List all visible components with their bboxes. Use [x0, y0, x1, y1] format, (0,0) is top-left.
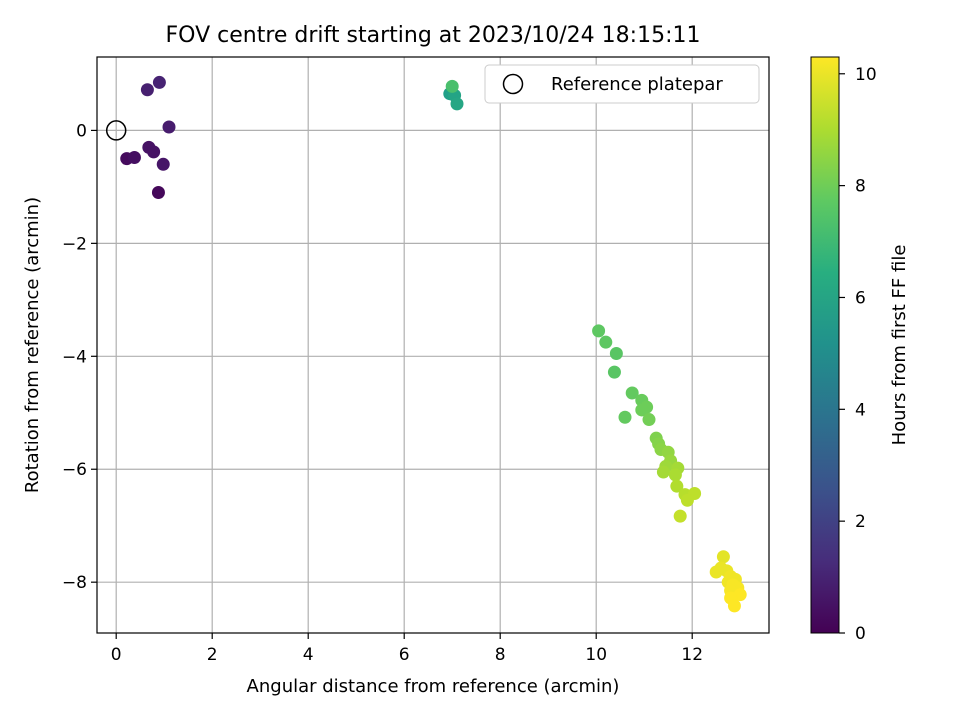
scatter-point [607, 365, 621, 379]
legend-marker-reference [502, 73, 524, 95]
grid-lines [97, 57, 769, 633]
y-axis-ticks: 0 −2 −4 −6 −8 [62, 121, 97, 593]
scatter-point [673, 509, 687, 523]
reference-platepar-marker [105, 120, 127, 141]
colorbar-gradient [810, 56, 840, 634]
scatter-points [120, 75, 747, 613]
scatter-point [625, 386, 639, 400]
scatter-point [609, 346, 623, 360]
x-tick-label: 6 [399, 645, 410, 665]
plot-area: 0 2 4 6 8 10 12 0 −2 −4 −6 −8 [62, 56, 770, 665]
colorbar-ticks: 0 2 4 6 8 10 [839, 65, 877, 644]
y-tick-label: −6 [62, 460, 87, 480]
scatter-point [152, 75, 166, 89]
colorbar-tick-label: 8 [855, 177, 866, 197]
scatter-point [151, 186, 165, 200]
scatter-point [599, 335, 613, 349]
colorbar-tick-label: 0 [855, 624, 866, 644]
scatter-point [727, 599, 741, 613]
x-tick-label: 8 [495, 645, 506, 665]
scatter-point [635, 403, 649, 417]
x-tick-label: 2 [207, 645, 218, 665]
scatter-point [592, 324, 606, 338]
x-axis-label: Angular distance from reference (arcmin) [247, 676, 620, 697]
colorbar-tick-label: 2 [855, 512, 866, 532]
scatter-point [127, 151, 141, 165]
scatter-point [668, 468, 682, 482]
colorbar-tick-label: 6 [855, 288, 866, 308]
x-tick-label: 4 [303, 645, 314, 665]
legend-label-reference: Reference platepar [551, 74, 723, 95]
y-tick-label: −2 [62, 234, 87, 254]
colorbar-tick-label: 4 [855, 400, 866, 420]
colorbar-label: Hours from first FF file [889, 245, 910, 446]
scatter-point [162, 120, 176, 134]
scatter-point [716, 550, 730, 564]
legend: Reference platepar [484, 64, 760, 104]
scatter-point [656, 465, 670, 479]
scatter-point [709, 565, 723, 579]
y-tick-label: −8 [62, 573, 87, 593]
x-tick-label: 0 [111, 645, 122, 665]
x-tick-label: 10 [585, 645, 607, 665]
legend-box [484, 64, 760, 104]
y-axis-label: Rotation from reference (arcmin) [22, 197, 43, 493]
scatter-point [140, 83, 154, 97]
plot-frame [96, 56, 770, 634]
x-axis-ticks: 0 2 4 6 8 10 12 [111, 633, 703, 665]
y-tick-label: 0 [76, 121, 87, 141]
scatter-point [618, 410, 632, 424]
plot-background [97, 57, 769, 633]
colorbar: 0 2 4 6 8 10 Hours from first FF file [810, 56, 910, 644]
scatter-point [445, 79, 459, 93]
scatter-point [670, 479, 684, 493]
x-tick-label: 12 [681, 645, 703, 665]
scatter-point [156, 157, 170, 171]
scatter-point [680, 493, 694, 507]
scatter-point [450, 97, 464, 111]
colorbar-tick-label: 10 [855, 65, 877, 85]
chart-title: FOV centre drift starting at 2023/10/24 … [166, 23, 701, 48]
y-tick-label: −4 [62, 347, 87, 367]
scatter-point [147, 145, 161, 159]
scatter-point [642, 413, 656, 427]
